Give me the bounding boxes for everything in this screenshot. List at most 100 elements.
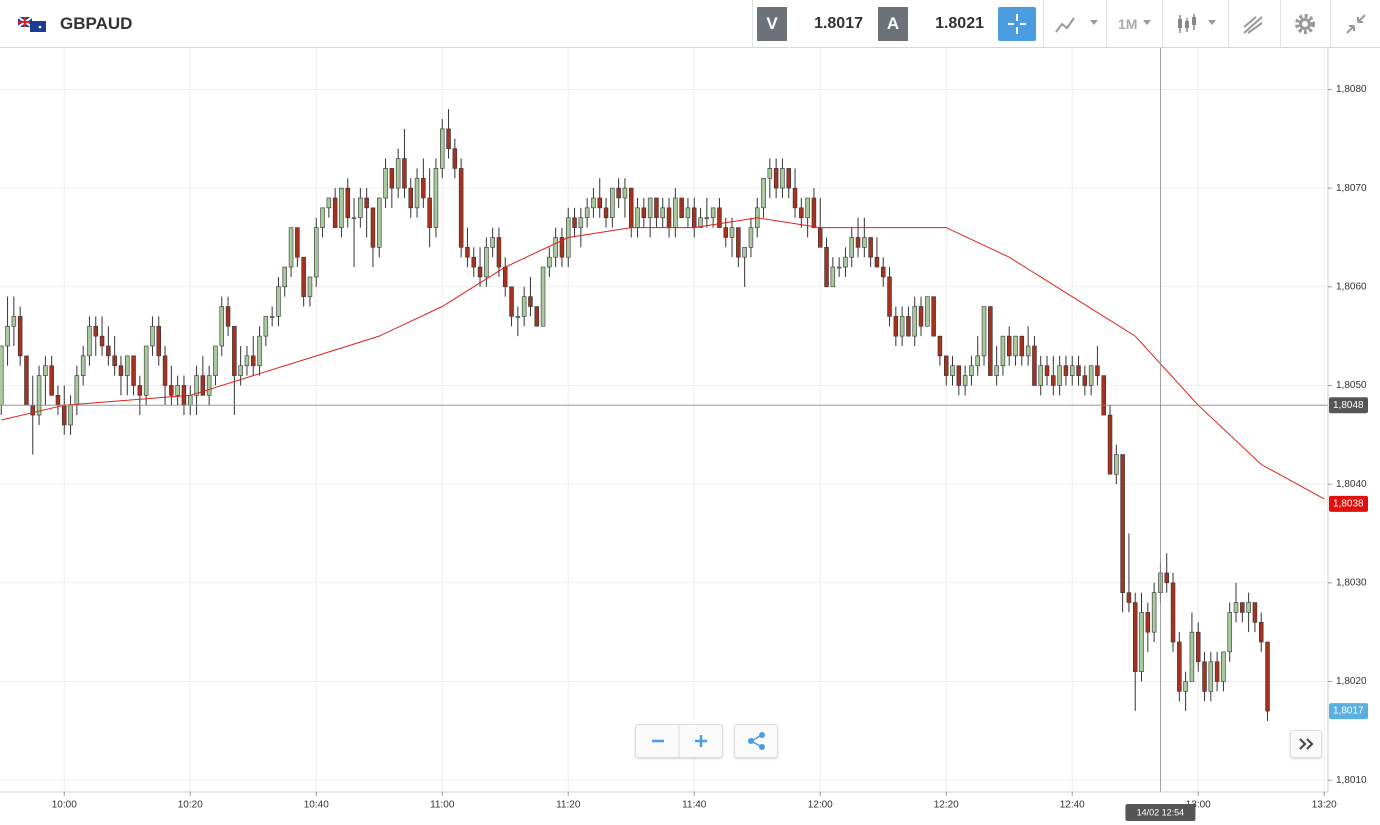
candle-body: [578, 217, 584, 228]
candle-body: [1252, 602, 1258, 623]
candle-body: [906, 316, 911, 337]
candle-body: [80, 355, 86, 376]
candle-body: [112, 355, 117, 367]
sell-price[interactable]: 1.8017: [814, 15, 863, 32]
toolbar: GBPAUD V 1.8017 A 1.8021 1M: [0, 0, 1380, 48]
candle-body: [1195, 631, 1201, 663]
zoom-in[interactable]: [695, 735, 707, 747]
candle-body: [622, 187, 628, 199]
separator: [1228, 0, 1229, 48]
candle-body: [282, 266, 288, 288]
candle-body: [723, 227, 728, 238]
candle-body: [1013, 335, 1018, 357]
candle-body: [1120, 454, 1125, 593]
candle-body: [799, 207, 804, 219]
x-tick-label: 13:20: [1312, 800, 1337, 811]
candle-body: [1183, 681, 1188, 692]
candle-body: [591, 197, 596, 209]
candle-body: [36, 375, 42, 416]
candle-body: [868, 237, 873, 258]
crosshair-button[interactable]: [998, 7, 1036, 41]
candle-body: [1258, 621, 1264, 643]
candle-body: [137, 385, 143, 396]
candle-body: [313, 227, 319, 278]
y-tick-label: 1,8030: [1336, 577, 1367, 588]
candle-body: [610, 187, 615, 219]
timeframe-arrow[interactable]: [1141, 14, 1155, 34]
candle-body: [628, 187, 634, 228]
candle-body: [1151, 592, 1157, 633]
candle-body: [887, 276, 892, 317]
candle-body: [301, 256, 306, 297]
candle-body: [1189, 631, 1195, 682]
candle-body: [68, 404, 73, 426]
candle-body: [24, 355, 29, 406]
collapse-button[interactable]: [1344, 12, 1368, 36]
candle-body: [484, 247, 489, 278]
candle-body: [332, 197, 338, 228]
candle-body: [295, 227, 300, 258]
candle-body: [188, 395, 193, 406]
x-tick-label: 10:40: [304, 800, 329, 811]
buy-label[interactable]: A: [878, 7, 908, 41]
candle-body: [162, 355, 168, 386]
candle-body: [74, 375, 80, 406]
sell-label[interactable]: V: [757, 7, 787, 41]
symbol[interactable]: GBPAUD: [60, 14, 133, 33]
y-tick-label: 1,8060: [1336, 281, 1367, 292]
settings-button[interactable]: [1293, 12, 1317, 36]
candle-body: [364, 197, 369, 209]
candle-body: [458, 168, 464, 248]
candle-body: [1032, 345, 1037, 386]
moving-average: [1, 217, 1325, 500]
candle-body: [780, 168, 785, 189]
candle-body: [1132, 602, 1138, 672]
candle-body: [931, 296, 936, 337]
candle-body: [477, 266, 483, 278]
candle-body: [1019, 335, 1025, 357]
candle-body: [1177, 641, 1182, 692]
candle-body: [540, 266, 546, 327]
candle-body: [307, 276, 313, 297]
candle-body: [257, 335, 262, 367]
candle-body: [988, 306, 993, 376]
candle-body: [1107, 414, 1113, 475]
candle-body: [729, 227, 735, 238]
candle-body: [975, 355, 980, 367]
candle-body: [1082, 375, 1088, 386]
indicators-button[interactable]: [1054, 14, 1100, 34]
candle-body: [433, 168, 439, 228]
axes: 1,8010 1,8020 1,8030 1,8040 1,8050 1,8060 1,80…: [52, 84, 1368, 821]
candle-body: [1145, 612, 1151, 633]
candle-body: [660, 207, 665, 219]
candle-body: [969, 365, 974, 376]
chart-type-button[interactable]: [1176, 12, 1222, 36]
candle-body: [1164, 572, 1169, 584]
candle-body: [1126, 592, 1132, 603]
candle-body: [1076, 365, 1081, 376]
candle-body: [0, 345, 4, 406]
candle-body: [666, 207, 672, 228]
candle-body: [679, 197, 684, 219]
candle-body: [395, 158, 401, 189]
candle-body: [175, 385, 180, 396]
draw-button[interactable]: [1242, 13, 1266, 35]
candle-body: [515, 316, 521, 318]
candle-body: [767, 168, 773, 179]
y-tick-label: 1,8040: [1336, 479, 1367, 490]
scroll-end-button[interactable]: [1290, 730, 1322, 758]
share-button[interactable]: [734, 724, 778, 758]
x-tick-label: 11:40: [682, 800, 707, 811]
candle-body: [93, 325, 99, 337]
timeframe[interactable]: 1M: [1118, 16, 1138, 32]
buy-price[interactable]: 1.8021: [935, 15, 984, 32]
candle-body: [1139, 612, 1144, 672]
candle-body: [11, 316, 17, 327]
candle-body: [1038, 365, 1043, 386]
candle-body: [276, 286, 281, 317]
candle-body: [1006, 335, 1012, 357]
candle-body: [465, 247, 470, 258]
candle-body: [244, 355, 250, 367]
candle-body: [125, 355, 130, 376]
candle-body: [792, 187, 798, 209]
